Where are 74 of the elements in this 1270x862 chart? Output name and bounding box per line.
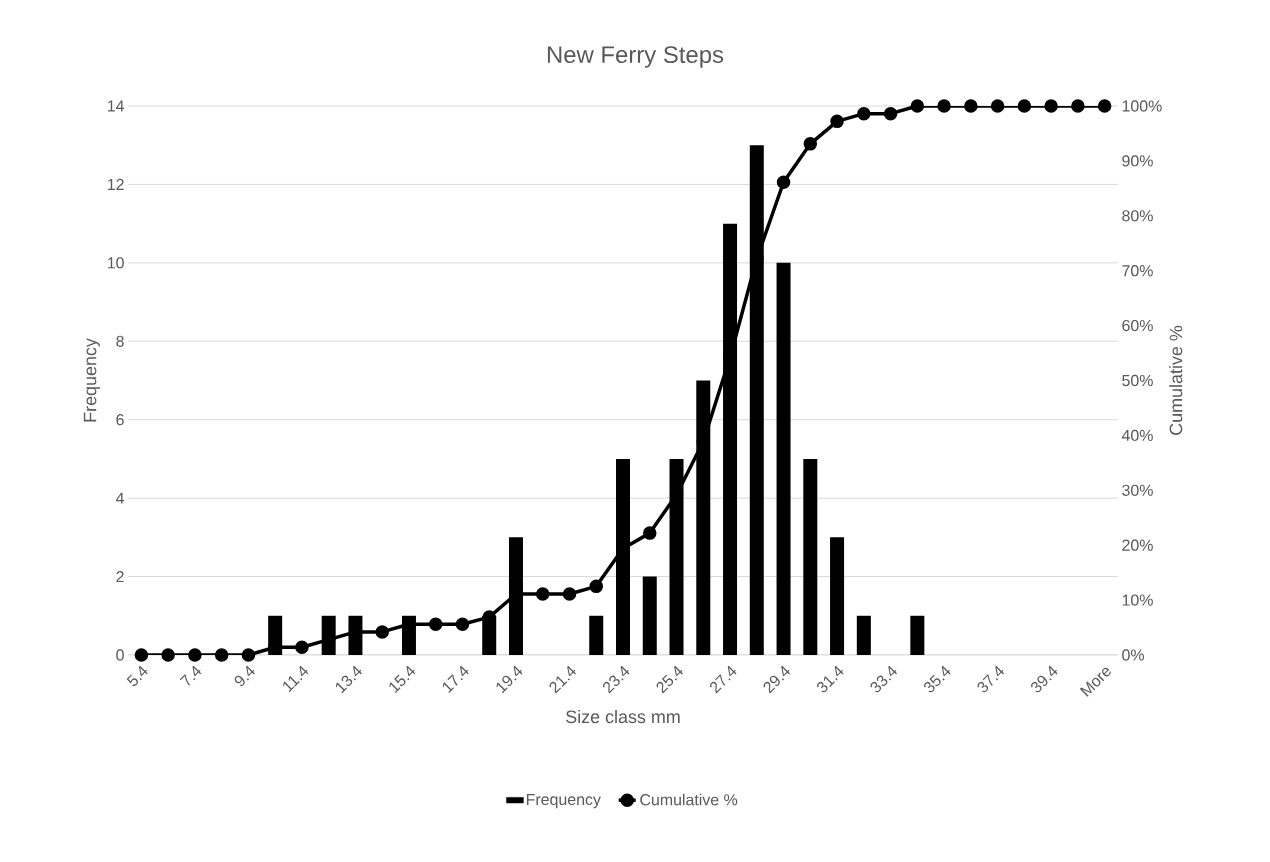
- y-tick-label: 4: [115, 492, 125, 504]
- point: [428, 617, 443, 631]
- point: [803, 137, 818, 151]
- y2-tick-label: 70%: [1122, 265, 1153, 277]
- point: [857, 106, 871, 121]
- y2-tick-label: 0%: [1122, 649, 1144, 661]
- y2-tick-label: 10%: [1122, 594, 1153, 606]
- point: [643, 526, 657, 540]
- y2-tick-label: 60%: [1122, 319, 1153, 332]
- y2-tick-label: 90%: [1122, 155, 1153, 167]
- y-tick-label: 8: [116, 335, 124, 347]
- point: [964, 99, 978, 113]
- point: [589, 579, 604, 594]
- bar: [910, 615, 925, 655]
- y2-axis-title: Cumulative %: [1169, 325, 1183, 435]
- x-tick-label: 13.4: [335, 665, 362, 694]
- point: [830, 114, 844, 129]
- legend-label: Cumulative %: [640, 793, 738, 806]
- x-tick-label: 29.4: [763, 665, 790, 694]
- x-tick-label: 39.4: [1031, 665, 1058, 693]
- bar: [803, 458, 818, 655]
- point: [134, 648, 149, 662]
- point: [188, 648, 202, 662]
- point: [883, 106, 898, 121]
- point: [1097, 99, 1112, 113]
- point: [455, 617, 470, 631]
- point: [910, 99, 925, 113]
- point: [562, 587, 577, 601]
- y-tick-label: 14: [107, 100, 125, 112]
- point: [295, 640, 309, 655]
- y-tick-label: 10: [107, 257, 124, 269]
- y-tick-label: 0: [116, 649, 124, 661]
- point: [161, 648, 175, 662]
- y-tick-label: 2: [116, 571, 124, 583]
- x-tick-label: 15.4: [389, 665, 416, 694]
- y2-tick-label: 20%: [1122, 539, 1153, 551]
- point: [937, 99, 951, 113]
- x-tick-label: 21.4: [549, 665, 576, 694]
- bar: [776, 262, 791, 655]
- point: [535, 587, 550, 601]
- point: [375, 625, 389, 639]
- x-tick-label: 5.4: [126, 665, 148, 687]
- point: [990, 99, 1005, 113]
- x-tick-label: 7.4: [179, 665, 202, 686]
- y-axis-title: Frequency: [83, 338, 100, 422]
- bar: [856, 615, 871, 655]
- y2-tick-label: 30%: [1122, 484, 1153, 496]
- point: [214, 648, 229, 662]
- point: [241, 648, 256, 662]
- x-tick-label: 11.4: [283, 665, 309, 693]
- point: [776, 175, 791, 190]
- y2-tick-label: 40%: [1121, 429, 1153, 442]
- x-tick-label: 17.4: [442, 665, 469, 694]
- x-tick-label: 9.4: [234, 665, 255, 687]
- legend-label: Frequency: [526, 793, 601, 809]
- x-axis-title: Size class mm: [566, 709, 680, 724]
- bar: [589, 615, 604, 655]
- point: [1044, 99, 1058, 113]
- y2-tick-label: 50%: [1122, 374, 1153, 387]
- x-tick-label: 35.4: [924, 665, 951, 693]
- x-tick-label: 31.4: [816, 665, 844, 693]
- y-tick-label: 6: [116, 414, 124, 426]
- y-tick-label: 12: [107, 178, 124, 190]
- bar: [642, 576, 657, 655]
- x-tick-label: 19.4: [496, 665, 523, 694]
- x-tick-label: 37.4: [977, 665, 1005, 693]
- bar: [830, 537, 845, 655]
- point: [1071, 99, 1085, 113]
- point: [1017, 99, 1032, 113]
- x-tick-label: 33.4: [870, 665, 898, 693]
- y2-tick-label: 80%: [1122, 210, 1153, 222]
- chart-title: New Ferry Steps: [547, 46, 724, 68]
- x-tick-label: 25.4: [656, 665, 683, 694]
- y2-tick-label: 100%: [1122, 100, 1162, 112]
